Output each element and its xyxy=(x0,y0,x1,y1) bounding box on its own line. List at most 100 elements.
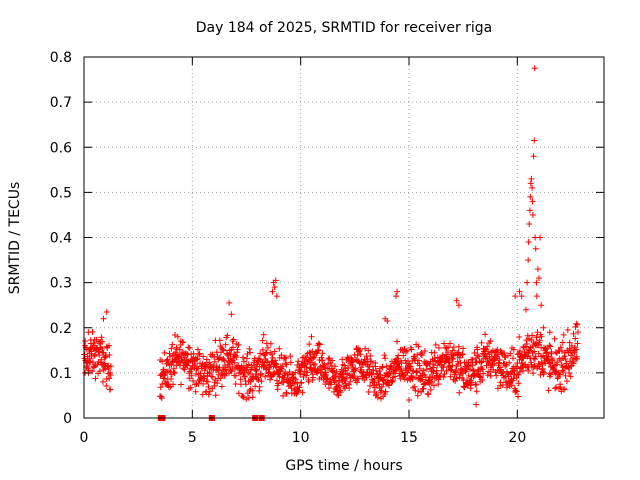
data-point xyxy=(551,335,558,342)
data-point xyxy=(107,386,114,393)
data-point xyxy=(306,358,313,365)
data-point xyxy=(276,373,283,380)
data-point xyxy=(255,377,262,384)
data-point xyxy=(412,374,419,381)
data-point xyxy=(532,245,539,252)
data-point xyxy=(273,361,280,368)
data-point xyxy=(316,341,323,348)
data-point xyxy=(458,367,465,374)
data-point xyxy=(448,366,455,373)
data-point xyxy=(568,343,575,350)
data-point xyxy=(258,378,265,385)
data-point xyxy=(480,370,487,377)
data-point xyxy=(159,358,166,365)
data-point xyxy=(570,360,577,367)
data-point xyxy=(508,382,515,389)
data-point xyxy=(440,340,447,347)
data-point xyxy=(205,383,212,390)
data-point xyxy=(487,372,494,379)
data-point xyxy=(356,348,363,355)
data-point xyxy=(278,352,285,359)
data-point xyxy=(249,387,256,394)
data-point xyxy=(220,355,227,362)
data-point xyxy=(384,317,391,324)
data-point xyxy=(573,346,580,353)
data-point xyxy=(372,363,379,370)
data-point xyxy=(345,364,352,371)
data-point xyxy=(91,363,98,370)
data-point xyxy=(365,347,372,354)
data-point xyxy=(298,379,305,386)
data-point xyxy=(530,370,537,377)
x-axis-label: GPS time / hours xyxy=(285,458,402,474)
data-point xyxy=(400,352,407,359)
data-point xyxy=(368,370,375,377)
data-point xyxy=(240,354,247,361)
data-point xyxy=(214,380,221,387)
y-tick-label: 0.2 xyxy=(50,321,72,337)
data-point xyxy=(319,357,326,364)
data-point xyxy=(219,346,226,353)
data-point xyxy=(292,369,299,376)
data-point xyxy=(445,344,452,351)
data-point xyxy=(409,375,416,382)
data-point xyxy=(198,377,205,384)
data-point xyxy=(523,341,530,348)
x-tick-label: 20 xyxy=(508,430,526,446)
data-point xyxy=(179,339,186,346)
data-point xyxy=(406,396,412,403)
data-point xyxy=(190,377,197,384)
data-point xyxy=(268,351,275,358)
data-point xyxy=(557,371,564,378)
data-point xyxy=(216,364,223,371)
data-point xyxy=(325,356,332,363)
data-point xyxy=(415,388,422,395)
data-point xyxy=(459,351,466,358)
data-point xyxy=(535,350,542,357)
data-point xyxy=(540,369,547,376)
data-point xyxy=(333,368,340,375)
data-point xyxy=(503,384,510,391)
data-point xyxy=(573,320,580,327)
data-point xyxy=(513,374,520,381)
data-point xyxy=(217,375,224,382)
data-point xyxy=(486,368,493,375)
data-point xyxy=(529,332,536,339)
data-point xyxy=(527,193,534,200)
data-point xyxy=(98,345,105,352)
data-point xyxy=(530,153,537,160)
data-point xyxy=(447,373,454,380)
data-point xyxy=(283,390,290,397)
data-point xyxy=(209,373,216,380)
data-point xyxy=(172,349,179,356)
data-point xyxy=(341,377,348,384)
data-point xyxy=(525,239,532,246)
data-point xyxy=(392,373,399,380)
data-point xyxy=(173,346,180,353)
data-point xyxy=(379,364,386,371)
data-point xyxy=(308,333,315,340)
data-point xyxy=(170,381,177,388)
data-point xyxy=(181,366,188,373)
data-point xyxy=(166,367,173,374)
data-point xyxy=(243,355,250,362)
data-point xyxy=(204,378,211,385)
data-point xyxy=(320,363,327,370)
data-point xyxy=(422,374,429,381)
data-point xyxy=(326,385,333,392)
data-point xyxy=(561,353,568,360)
data-point xyxy=(280,379,287,386)
data-point xyxy=(211,358,218,365)
data-point xyxy=(96,368,103,375)
data-point xyxy=(450,376,457,383)
data-point xyxy=(255,355,262,362)
x-tick-label: 15 xyxy=(400,430,418,446)
data-point xyxy=(158,393,165,400)
data-point xyxy=(574,329,581,336)
data-point xyxy=(98,334,105,341)
data-point xyxy=(350,358,357,365)
y-axis-label: SRMTID / TECUs xyxy=(7,182,23,295)
data-point xyxy=(516,333,523,340)
data-point xyxy=(240,358,247,365)
data-point xyxy=(356,346,363,353)
